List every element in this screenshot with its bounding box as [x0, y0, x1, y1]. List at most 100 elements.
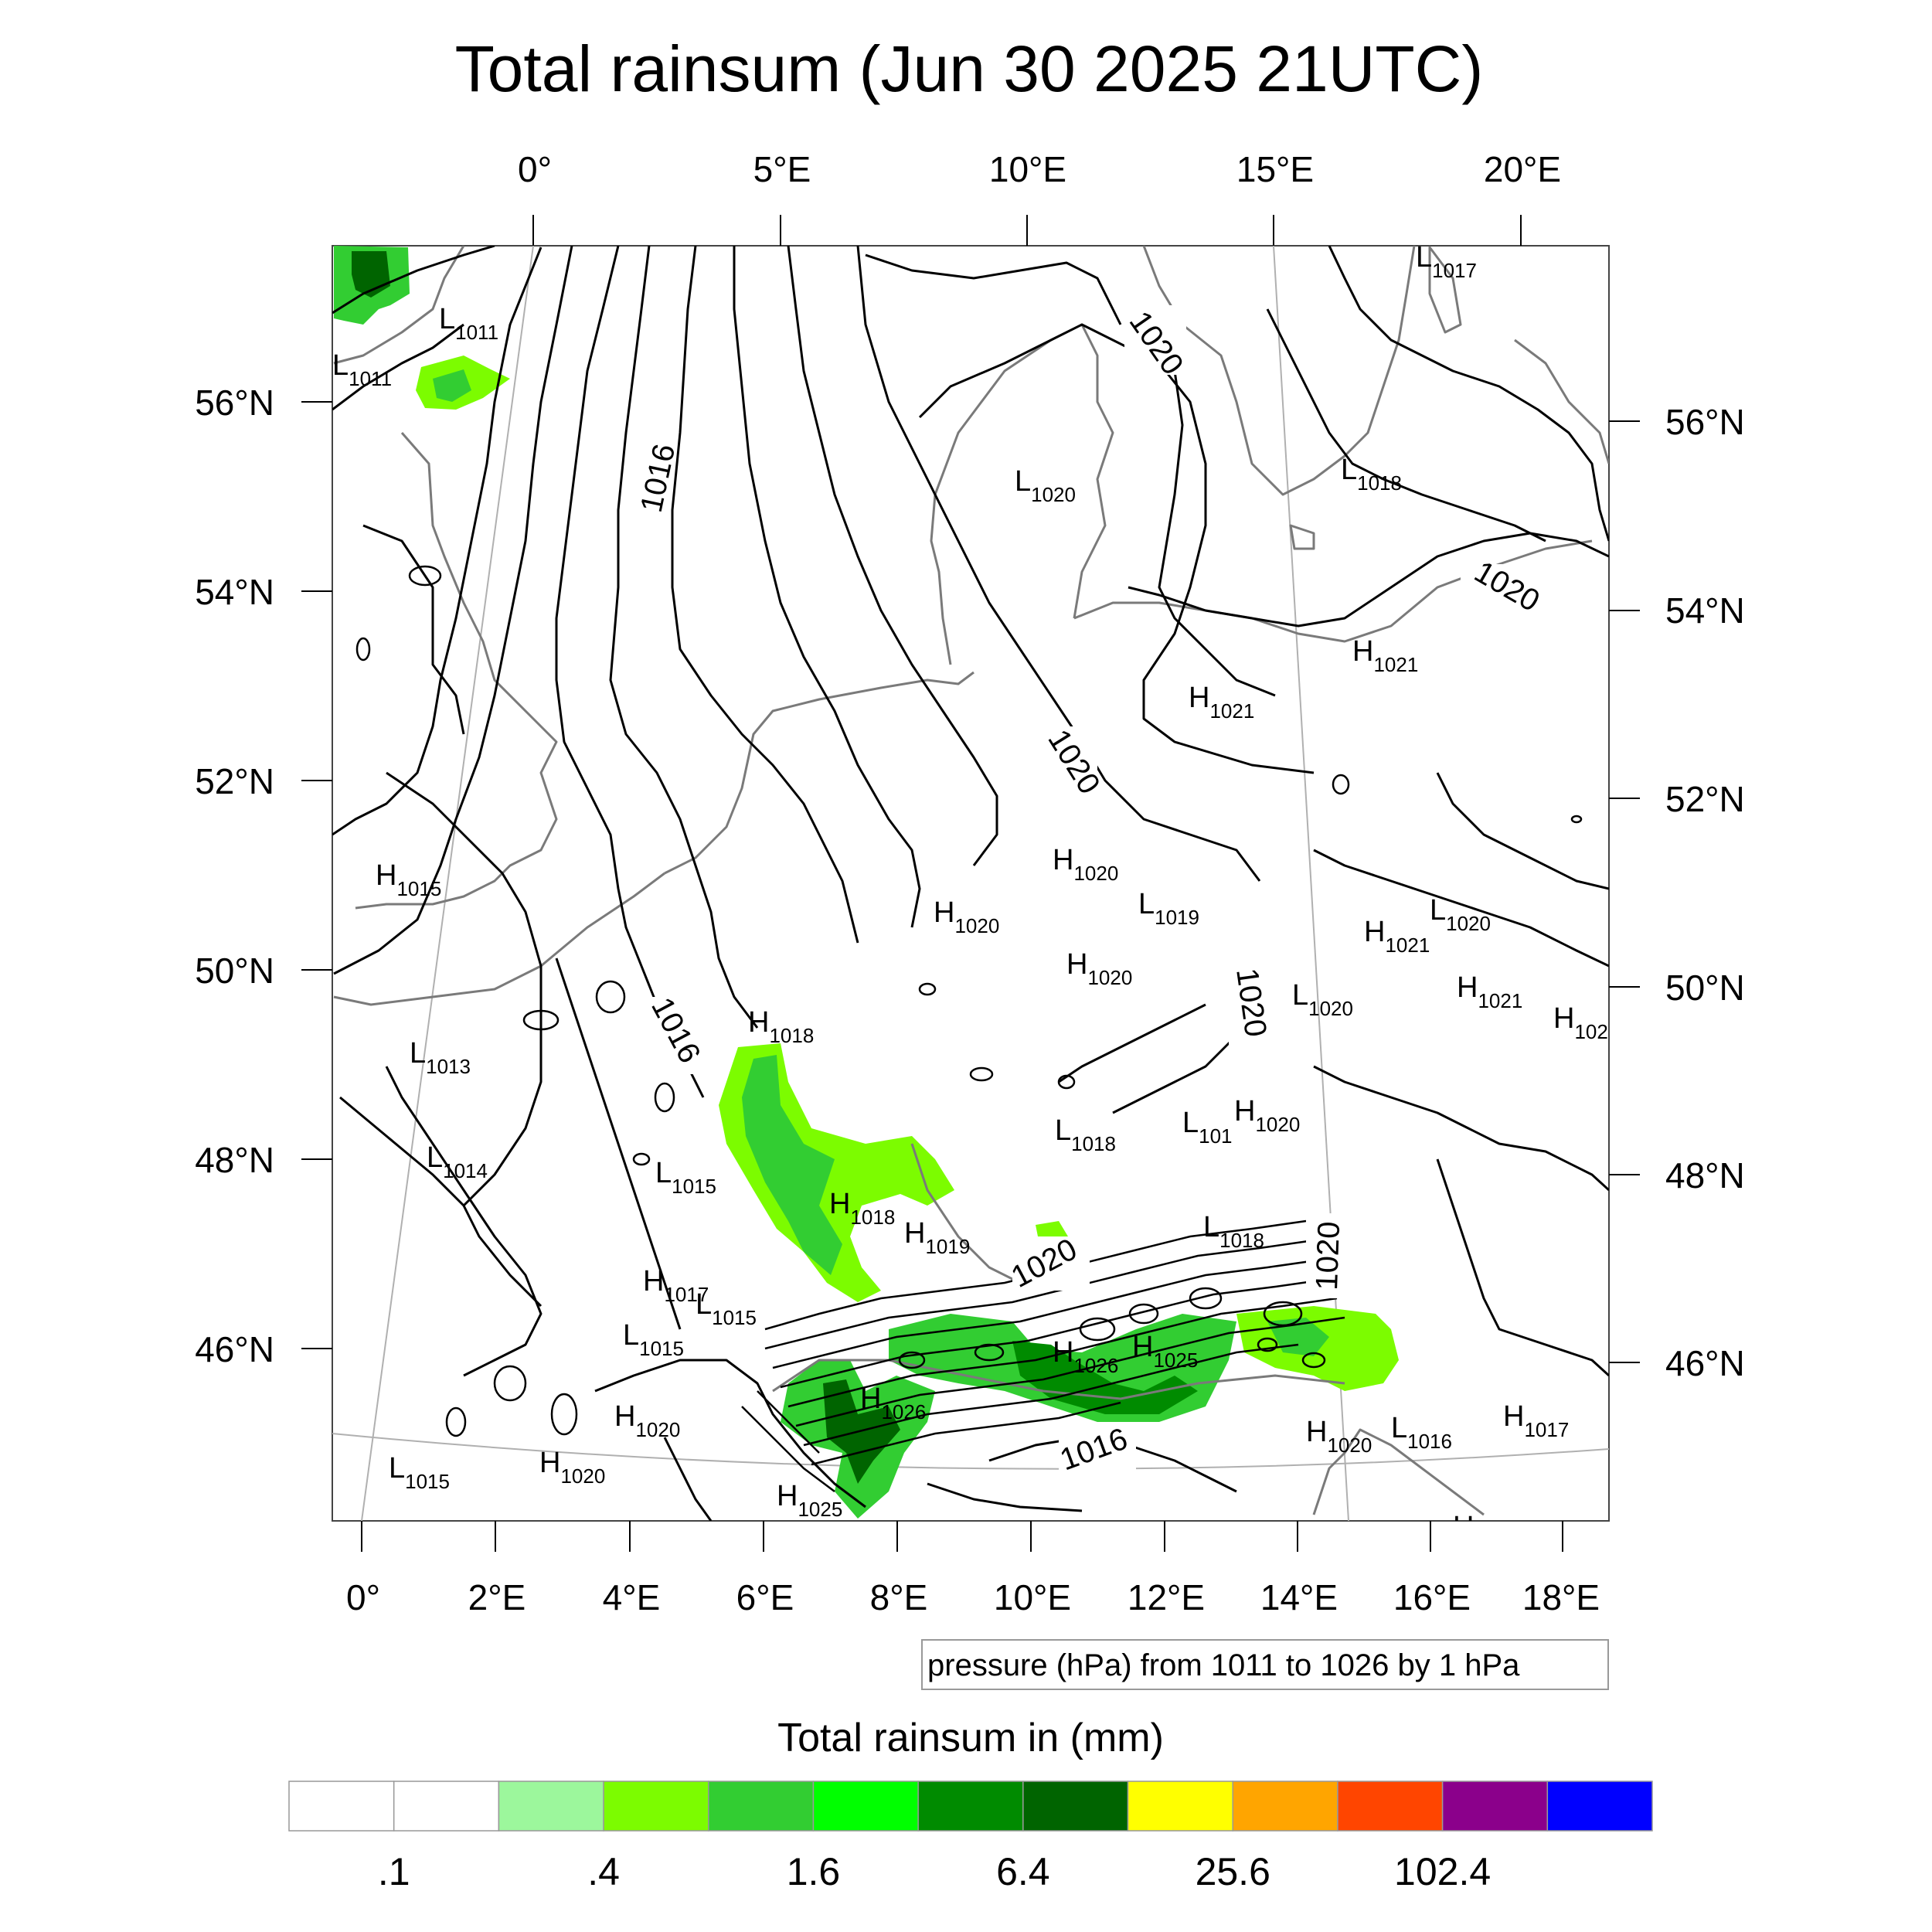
- lon-label: 6°E: [736, 1577, 794, 1617]
- isobar-labels: 1016 1020 1020 1020 1020 1016 1020 1020 …: [629, 305, 1546, 1477]
- colorbar-swatch: [1441, 1781, 1549, 1832]
- high-pressure-label: H1021: [1457, 971, 1522, 1012]
- low-pressure-label: L1015: [389, 1452, 450, 1493]
- high-pressure-label: H1026: [1053, 1336, 1118, 1377]
- coast-britain-east-2: [355, 432, 558, 910]
- lon-label: 5°E: [753, 149, 811, 189]
- lon-label: 0°: [518, 149, 552, 189]
- lat-label: 50°N: [1665, 968, 1745, 1008]
- high-pressure-label: H1017: [1503, 1400, 1569, 1441]
- lat-label: 48°N: [1665, 1155, 1745, 1196]
- coast-baltic-south: [1073, 539, 1593, 643]
- coastlines: [333, 246, 1609, 1516]
- colorbar-swatch: [1232, 1781, 1338, 1832]
- lon-label: 14°E: [1260, 1577, 1338, 1617]
- high-pressure-label: H1021: [1352, 635, 1418, 676]
- top-longitude-labels: 0° 5°E 10°E 15°E 20°E: [518, 149, 1561, 189]
- low-pressure-label: L1015: [655, 1157, 716, 1198]
- isobar-fragments: [355, 565, 1583, 1437]
- lon-label: 15°E: [1236, 149, 1314, 189]
- colorbar-label: 6.4: [996, 1850, 1050, 1893]
- high-pressure-label: H1020: [934, 896, 999, 937]
- coast-baltic-east: [1514, 338, 1609, 464]
- low-pressure-label: L1018: [1203, 1211, 1264, 1252]
- high-pressure-label: H1021: [1364, 916, 1430, 957]
- colorbar-swatch: [1022, 1781, 1129, 1832]
- colorbar-label: 25.6: [1196, 1850, 1270, 1893]
- lon-label: 0°: [346, 1577, 380, 1617]
- high-pressure-label: H1020: [614, 1400, 680, 1441]
- colorbar-swatch: [1546, 1781, 1653, 1832]
- colorbar-label: 102.4: [1394, 1850, 1491, 1893]
- high-pressure-label: H1021: [1189, 682, 1254, 723]
- low-pressure-label: L1011: [439, 303, 498, 344]
- lat-label: 48°N: [195, 1140, 274, 1180]
- lat-label: 54°N: [1665, 590, 1745, 631]
- low-pressure-label: L1020: [1292, 979, 1353, 1020]
- high-pressure-label: H1018: [829, 1188, 895, 1229]
- high-pressure-label: H1026: [860, 1383, 926, 1423]
- colorbar: .1 .4 1.6 6.4 25.6 102.4: [288, 1781, 1653, 1893]
- lat-label: 52°N: [1665, 779, 1745, 819]
- low-pressure-label: L1020: [1430, 894, 1491, 935]
- bottom-longitude-labels: 0° 2°E 4°E 6°E 8°E 10°E 12°E 14°E 16°E 1…: [346, 1577, 1600, 1617]
- low-pressure-label: L1011: [332, 349, 392, 390]
- high-pressure-label: H1025: [1132, 1331, 1198, 1372]
- lon-label: 18°E: [1522, 1577, 1600, 1617]
- coast-britain-east: [333, 246, 465, 365]
- low-pressure-label: L1020: [1015, 465, 1076, 506]
- left-latitude-labels: 56°N 54°N 52°N 50°N 48°N 46°N: [195, 383, 274, 1369]
- lon-label: 10°E: [994, 1577, 1071, 1617]
- lat-label: 50°N: [195, 951, 274, 991]
- rain-area-scotland-east-2: [433, 369, 471, 402]
- high-pressure-label: H1020: [1066, 948, 1132, 989]
- high-pressure-label: H102: [1553, 1002, 1608, 1043]
- colorbar-swatch: [603, 1781, 709, 1832]
- lon-label: 16°E: [1393, 1577, 1471, 1617]
- isobars: [332, 246, 1609, 1521]
- high-pressure-label: H1017: [643, 1265, 709, 1306]
- rain-area-france-east-core: [742, 1055, 842, 1275]
- lon-label: 8°E: [870, 1577, 928, 1617]
- low-pressure-label: L1017: [1416, 241, 1477, 282]
- low-pressure-label: L1015: [623, 1319, 684, 1360]
- low-pressure-label: L101: [1182, 1107, 1233, 1148]
- low-pressure-label: L1015: [696, 1288, 757, 1329]
- low-pressure-label: L1013: [410, 1037, 471, 1078]
- colorbar-swatch: [1127, 1781, 1233, 1832]
- border-central: [910, 1143, 1021, 1284]
- colorbar-swatch: [393, 1781, 500, 1832]
- colorbar-swatch: [288, 1781, 395, 1832]
- low-pressure-label: L1018: [1055, 1114, 1116, 1155]
- lat-label: 46°N: [1665, 1343, 1745, 1383]
- isobar-label: 1020: [1310, 1221, 1346, 1291]
- high-pressure-label: H1015: [376, 859, 441, 900]
- high-pressure-label: H1019: [904, 1217, 970, 1258]
- colorbar-swatch: [498, 1781, 604, 1832]
- colorbar-swatch: [812, 1781, 919, 1832]
- coast-channel: [333, 872, 665, 1006]
- colorbar-swatch: [708, 1781, 815, 1832]
- high-pressure-label: H1020: [1306, 1416, 1372, 1457]
- map-title: Total rainsum (Jun 30 2025 21UTC): [455, 32, 1484, 105]
- high-pressure-label: H1020: [1234, 1095, 1300, 1136]
- colorbar-title: Total rainsum in (mm): [777, 1716, 1164, 1760]
- lat-label: 56°N: [195, 383, 274, 423]
- high-pressure-label: H: [1453, 1511, 1474, 1543]
- high-pressure-label: H1018: [748, 1006, 814, 1047]
- graticule: [332, 246, 1609, 1521]
- low-pressure-label: L1016: [1391, 1412, 1452, 1453]
- contour-info-text: pressure (hPa) from 1011 to 1026 by 1 hP…: [927, 1648, 1520, 1682]
- lat-label: 54°N: [195, 572, 274, 612]
- coast-netherlands: [664, 671, 975, 875]
- low-pressure-label: L1019: [1138, 888, 1199, 929]
- pressure-centers: L1011 L1011 L1017 L1020 L1018 H1021 H1021 H1015…: [332, 241, 1608, 1543]
- colorbar-label: .1: [378, 1850, 410, 1893]
- high-pressure-label: H1020: [1053, 844, 1118, 885]
- low-pressure-label: L1014: [427, 1141, 488, 1182]
- colorbar-label: 1.6: [787, 1850, 841, 1893]
- lat-label: 52°N: [195, 761, 274, 801]
- border-alps: [772, 1359, 1345, 1400]
- axis-ticks: [301, 215, 1640, 1552]
